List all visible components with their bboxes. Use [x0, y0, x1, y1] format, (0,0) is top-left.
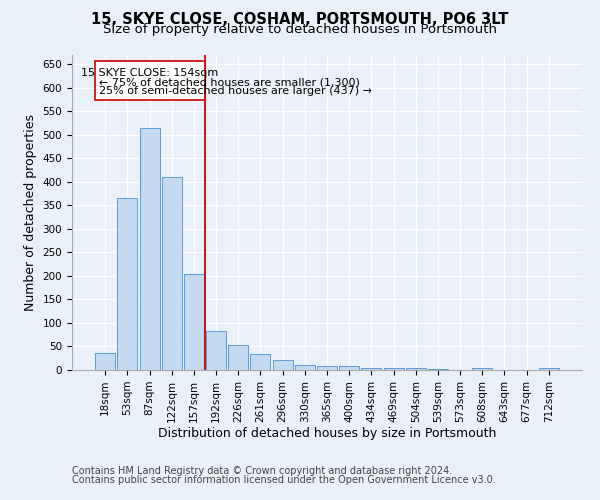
- Bar: [228, 345, 248, 370]
- Bar: [428, 368, 448, 370]
- Bar: [206, 331, 226, 370]
- Text: Size of property relative to detached houses in Portsmouth: Size of property relative to detached ho…: [103, 22, 497, 36]
- Bar: [118, 198, 137, 370]
- Bar: [272, 360, 293, 370]
- Text: Contains HM Land Registry data © Crown copyright and database right 2024.: Contains HM Land Registry data © Crown c…: [72, 466, 452, 476]
- Bar: [184, 274, 204, 370]
- Text: Contains public sector information licensed under the Open Government Licence v3: Contains public sector information licen…: [72, 475, 496, 485]
- Bar: [140, 128, 160, 370]
- Bar: [250, 354, 271, 370]
- Bar: [406, 368, 426, 370]
- Bar: [339, 366, 359, 370]
- Bar: [95, 352, 115, 370]
- Bar: [383, 368, 404, 370]
- Text: ← 75% of detached houses are smaller (1,300): ← 75% of detached houses are smaller (1,…: [98, 77, 359, 87]
- Bar: [317, 366, 337, 370]
- Bar: [295, 365, 315, 370]
- Y-axis label: Number of detached properties: Number of detached properties: [24, 114, 37, 311]
- Text: 15, SKYE CLOSE, COSHAM, PORTSMOUTH, PO6 3LT: 15, SKYE CLOSE, COSHAM, PORTSMOUTH, PO6 …: [91, 12, 509, 28]
- FancyBboxPatch shape: [95, 60, 205, 100]
- Bar: [162, 177, 182, 370]
- Bar: [361, 368, 382, 370]
- Text: 15 SKYE CLOSE: 154sqm: 15 SKYE CLOSE: 154sqm: [82, 68, 219, 78]
- Bar: [472, 368, 492, 370]
- Text: 25% of semi-detached houses are larger (437) →: 25% of semi-detached houses are larger (…: [98, 86, 371, 97]
- X-axis label: Distribution of detached houses by size in Portsmouth: Distribution of detached houses by size …: [158, 428, 496, 440]
- Bar: [539, 368, 559, 370]
